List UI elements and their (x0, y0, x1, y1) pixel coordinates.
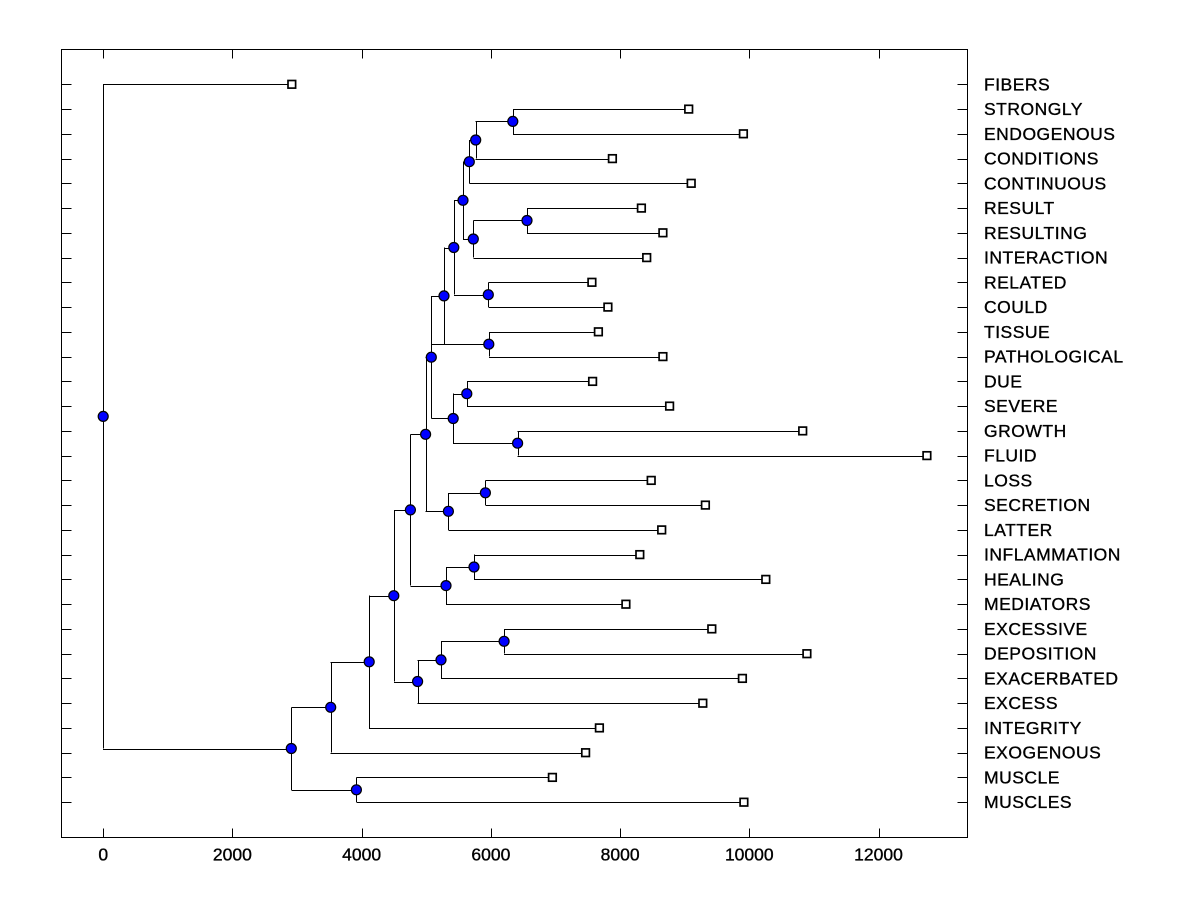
svg-text:0: 0 (98, 845, 108, 865)
svg-text:MEDIATORS: MEDIATORS (984, 594, 1091, 614)
svg-text:DEPOSITION: DEPOSITION (984, 644, 1097, 664)
svg-text:EXACERBATED: EXACERBATED (984, 668, 1119, 688)
svg-text:ENDOGENOUS: ENDOGENOUS (984, 124, 1115, 144)
svg-text:COULD: COULD (984, 297, 1048, 317)
svg-text:HEALING: HEALING (984, 569, 1064, 589)
svg-text:MUSCLE: MUSCLE (984, 767, 1060, 787)
svg-text:6000: 6000 (471, 845, 510, 865)
svg-text:CONDITIONS: CONDITIONS (984, 149, 1099, 169)
svg-text:RESULTING: RESULTING (984, 223, 1087, 243)
svg-text:RESULT: RESULT (984, 198, 1055, 218)
svg-text:10000: 10000 (725, 845, 774, 865)
svg-text:LOSS: LOSS (984, 470, 1033, 490)
svg-text:8000: 8000 (601, 845, 640, 865)
svg-text:RELATED: RELATED (984, 272, 1067, 292)
svg-text:12000: 12000 (854, 845, 903, 865)
svg-text:CONTINUOUS: CONTINUOUS (984, 173, 1107, 193)
svg-text:PATHOLOGICAL: PATHOLOGICAL (984, 347, 1124, 367)
svg-text:2000: 2000 (213, 845, 252, 865)
svg-text:FIBERS: FIBERS (984, 74, 1050, 94)
svg-text:EXCESS: EXCESS (984, 693, 1058, 713)
svg-text:EXCESSIVE: EXCESSIVE (984, 619, 1088, 639)
svg-text:SECRETION: SECRETION (984, 495, 1091, 515)
svg-text:SEVERE: SEVERE (984, 396, 1058, 416)
svg-text:LATTER: LATTER (984, 520, 1053, 540)
svg-text:GROWTH: GROWTH (984, 421, 1067, 441)
svg-text:MUSCLES: MUSCLES (984, 792, 1072, 812)
svg-text:STRONGLY: STRONGLY (984, 99, 1083, 119)
svg-text:INTEGRITY: INTEGRITY (984, 718, 1082, 738)
svg-text:EXOGENOUS: EXOGENOUS (984, 743, 1101, 763)
svg-text:FLUID: FLUID (984, 446, 1037, 466)
svg-text:TISSUE: TISSUE (984, 322, 1050, 342)
svg-text:DUE: DUE (984, 371, 1022, 391)
svg-text:INFLAMMATION: INFLAMMATION (984, 545, 1121, 565)
svg-text:4000: 4000 (342, 845, 381, 865)
svg-text:INTERACTION: INTERACTION (984, 248, 1108, 268)
